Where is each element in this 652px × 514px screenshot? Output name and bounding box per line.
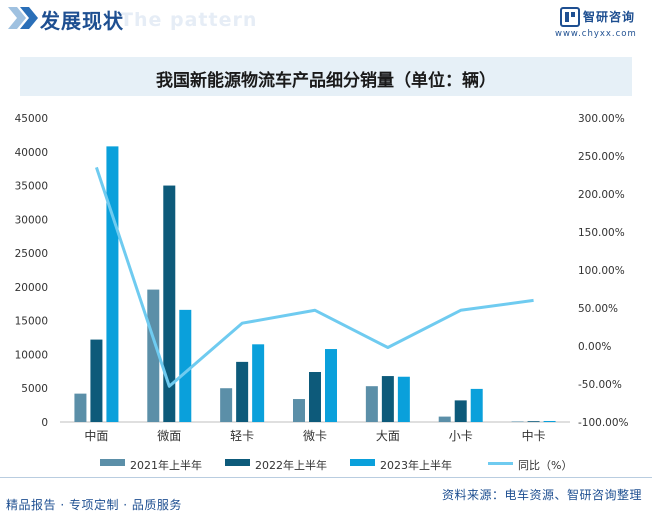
x-tick-label: 大面: [376, 429, 400, 443]
bar: [163, 185, 176, 422]
legend-swatch: [100, 459, 125, 466]
bar: [325, 349, 337, 422]
yoy-line: [95, 166, 534, 388]
brand-logo-icon: [560, 7, 580, 27]
legend-label: 2021年上半年: [130, 459, 202, 472]
bar: [365, 386, 378, 422]
bar: [220, 388, 233, 422]
bar: [236, 361, 249, 422]
legend-swatch: [350, 459, 375, 466]
bar: [74, 393, 87, 422]
bar: [106, 146, 119, 422]
y-left-tick-label: 45000: [15, 113, 48, 125]
y-right-tick-label: 100.00%: [578, 265, 625, 277]
legend-label: 同比（%）: [518, 459, 573, 472]
bar: [543, 420, 556, 422]
legend-swatch: [488, 462, 513, 465]
bar: [527, 421, 540, 422]
header-watermark: The pattern: [120, 9, 258, 31]
bar: [252, 344, 265, 422]
y-left-tick-label: 25000: [15, 248, 48, 260]
x-tick-label: 微面: [157, 429, 181, 443]
chart-title-bar: 我国新能源物流车产品细分销量（单位：辆）: [20, 57, 632, 96]
bar: [90, 339, 103, 422]
x-tick-label: 轻卡: [230, 429, 254, 443]
bar: [470, 388, 483, 422]
bar: [381, 376, 394, 422]
data-source: 资料来源：电车资源、智研咨询整理: [441, 488, 642, 502]
footer-slogan: 精品报告 · 专项定制 · 品质服务: [6, 498, 182, 512]
legend-label: 2022年上半年: [255, 459, 327, 472]
bar: [397, 376, 410, 422]
bar: [511, 421, 524, 422]
y-right-tick-label: 200.00%: [578, 189, 625, 201]
legend-label: 2023年上半年: [380, 459, 452, 472]
y-left-tick-label: 35000: [15, 181, 48, 193]
x-tick-label: 中卡: [522, 428, 546, 443]
chart-title: 我国新能源物流车产品细分销量（单位：辆）: [156, 71, 496, 91]
y-left-tick-label: 15000: [15, 316, 48, 328]
bar-line-chart: 0 5000 10000 15000 20000 25000 30000 35000 40000…: [15, 113, 629, 443]
y-left-tick-label: 30000: [15, 214, 48, 226]
y-right-tick-label: 300.00%: [578, 113, 625, 125]
y-left-tick-label: 20000: [15, 282, 48, 294]
y-right-tick-label: 0.00%: [578, 341, 611, 353]
legend-swatch: [225, 459, 250, 466]
bar: [147, 289, 160, 422]
y-right-tick-label: 50.00%: [578, 303, 618, 315]
y-right-tick-label: 250.00%: [578, 151, 625, 163]
y-right-tick-label: -100.00%: [578, 417, 629, 429]
page-header: The pattern 发展现状 智研咨询 www.chyxx.com: [0, 0, 652, 48]
x-tick-label: 微卡: [303, 429, 327, 443]
y-left-tick-label: 0: [41, 417, 48, 429]
page-footer: 精品报告 · 专项定制 · 品质服务 资料来源：电车资源、智研咨询整理: [0, 477, 652, 514]
y-right-tick-label: 150.00%: [578, 227, 625, 239]
bar: [309, 372, 321, 422]
bar: [179, 309, 192, 422]
x-tick-label: 中面: [84, 428, 108, 443]
brand-name: 智研咨询: [583, 10, 636, 24]
brand-url: www.chyxx.com: [555, 29, 637, 39]
chevron-right-icon: [8, 7, 38, 29]
bar: [293, 399, 305, 422]
section-title: 发展现状: [40, 9, 124, 33]
y-left-tick-label: 10000: [15, 349, 48, 361]
bar: [454, 400, 467, 422]
y-right-tick-label: -50.00%: [578, 379, 622, 391]
y-left-tick-label: 40000: [15, 147, 48, 159]
y-left-tick-label: 5000: [21, 383, 48, 395]
x-tick-label: 小卡: [449, 429, 473, 443]
bar: [438, 416, 451, 422]
